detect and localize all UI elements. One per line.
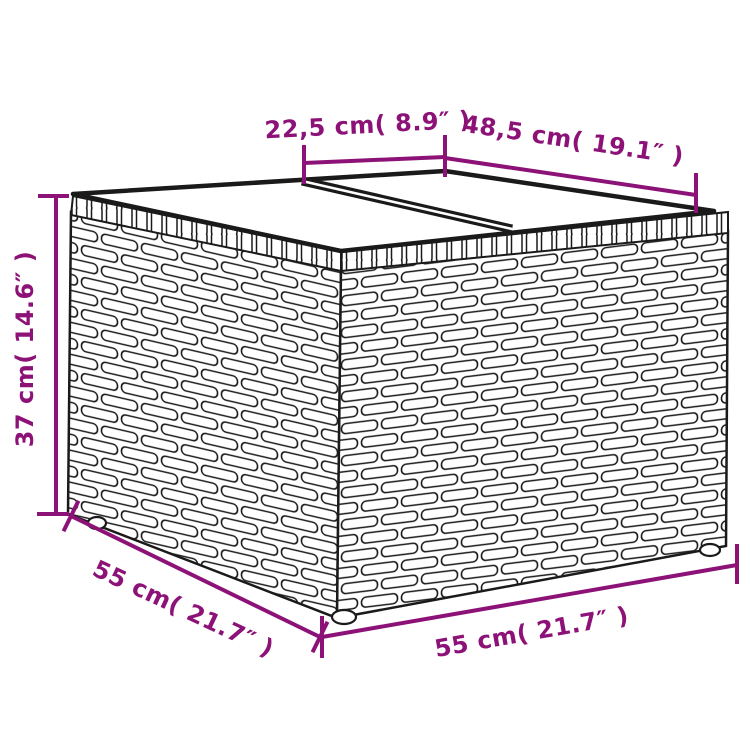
dim-line-top-depth bbox=[303, 155, 446, 165]
dim-line-side-depth bbox=[70, 514, 321, 639]
table-illustration bbox=[66, 168, 730, 626]
table-foot-right bbox=[698, 542, 722, 558]
table-front-face bbox=[66, 210, 343, 620]
dimension-lines bbox=[37, 135, 739, 658]
dim-tick bbox=[61, 499, 81, 533]
dim-label-top-depth: 22,5 cm( 8.9″ ) bbox=[264, 106, 471, 145]
dim-label-height: 37 cm( 14.6″ ) bbox=[11, 251, 39, 448]
dim-label-front-width: 55 cm( 21.7″ ) bbox=[432, 601, 630, 663]
glass-top bbox=[70, 168, 717, 254]
table-right-face bbox=[335, 229, 730, 620]
glass-divider-gap bbox=[301, 179, 513, 231]
dim-line-top-width bbox=[444, 156, 697, 197]
table-foot-front bbox=[330, 608, 358, 626]
dim-line-front-width bbox=[321, 563, 738, 639]
dim-label-top-width: 48,5 cm( 19.1″ ) bbox=[461, 110, 686, 171]
